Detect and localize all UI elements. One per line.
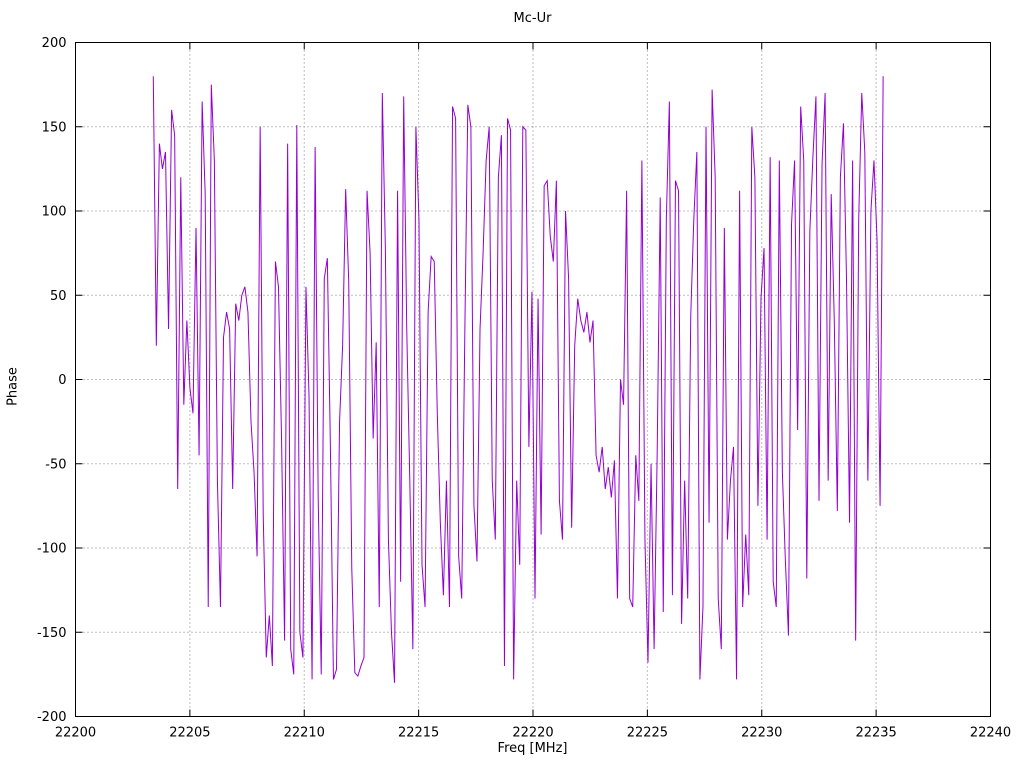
x-tick-label: 22230 [741,726,782,741]
y-tick-label: 200 [42,36,67,51]
y-tick-label: 50 [50,289,67,304]
x-tick-label: 22200 [55,726,96,741]
x-tick-label: 22235 [855,726,896,741]
chart-title: Mc-Ur [513,11,552,26]
x-tick-label: 22220 [512,726,553,741]
x-axis-label: Freq [MHz] [497,741,568,756]
y-tick-label: -200 [37,710,67,725]
y-tick-label: -150 [37,626,67,641]
x-tick-label: 22225 [627,726,668,741]
x-tick-label: 22240 [970,726,1011,741]
phase-series-line [152,76,884,683]
plot-border [75,42,991,717]
x-tick-label: 22205 [169,726,210,741]
y-tick-label: 0 [58,373,66,388]
y-tick-label: -100 [37,542,67,557]
y-tick-label: 150 [42,120,67,135]
y-tick-label: 100 [42,205,67,220]
y-tick-label: -50 [45,457,66,472]
x-tick-label: 22215 [398,726,439,741]
x-tick-label: 22210 [284,726,325,741]
